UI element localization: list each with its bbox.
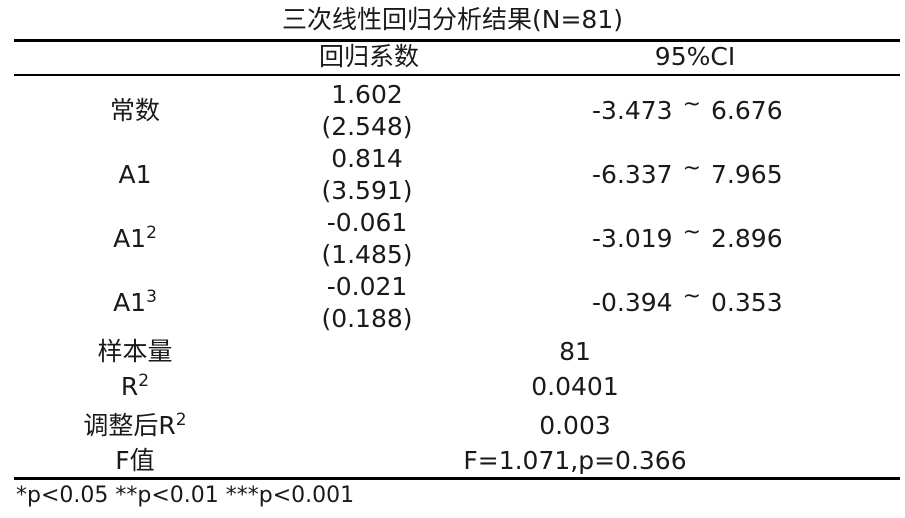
significance-footnote: *p<0.05 **p<0.01 ***p<0.001 (16, 483, 355, 508)
stat-value: 0.0401 (531, 372, 619, 401)
table-title: 三次线性回归分析结果(N=81) (282, 5, 623, 34)
coef-se: (3.591) (321, 176, 413, 205)
stat-value: F=1.071,p=0.366 (463, 446, 687, 475)
stat-label: R2 (120, 371, 150, 401)
stat-label: 调整后R2 (83, 410, 187, 440)
stat-label: 样本量 (97, 337, 173, 366)
coef-value: 1.602 (331, 80, 403, 109)
bottom-rule (14, 477, 900, 480)
coef-se: (1.485) (321, 240, 413, 269)
header-rule (14, 74, 900, 76)
row-label: 常数 (109, 96, 160, 125)
ci-range: -3.019 ~2.896 (592, 220, 783, 253)
ci-range: -3.473 ~6.676 (592, 92, 783, 125)
top-rule (14, 39, 900, 42)
header-ci: 95%CI (654, 42, 736, 71)
coef-value: -0.021 (326, 272, 408, 301)
coef-value: 0.814 (331, 144, 403, 173)
header-coef: 回归系数 (318, 42, 419, 71)
stat-label: F值 (115, 446, 155, 475)
coef-se: (0.188) (321, 304, 413, 333)
row-label: A13 (113, 287, 157, 317)
ci-range: -6.337 ~7.965 (592, 156, 783, 189)
ci-range: -0.394 ~0.353 (592, 284, 783, 317)
stat-value: 0.003 (539, 411, 611, 440)
coef-value: -0.061 (326, 208, 408, 237)
stat-value: 81 (559, 337, 591, 366)
coef-se: (2.548) (321, 112, 413, 141)
row-label: A1 (118, 160, 152, 189)
row-label: A12 (113, 223, 157, 253)
